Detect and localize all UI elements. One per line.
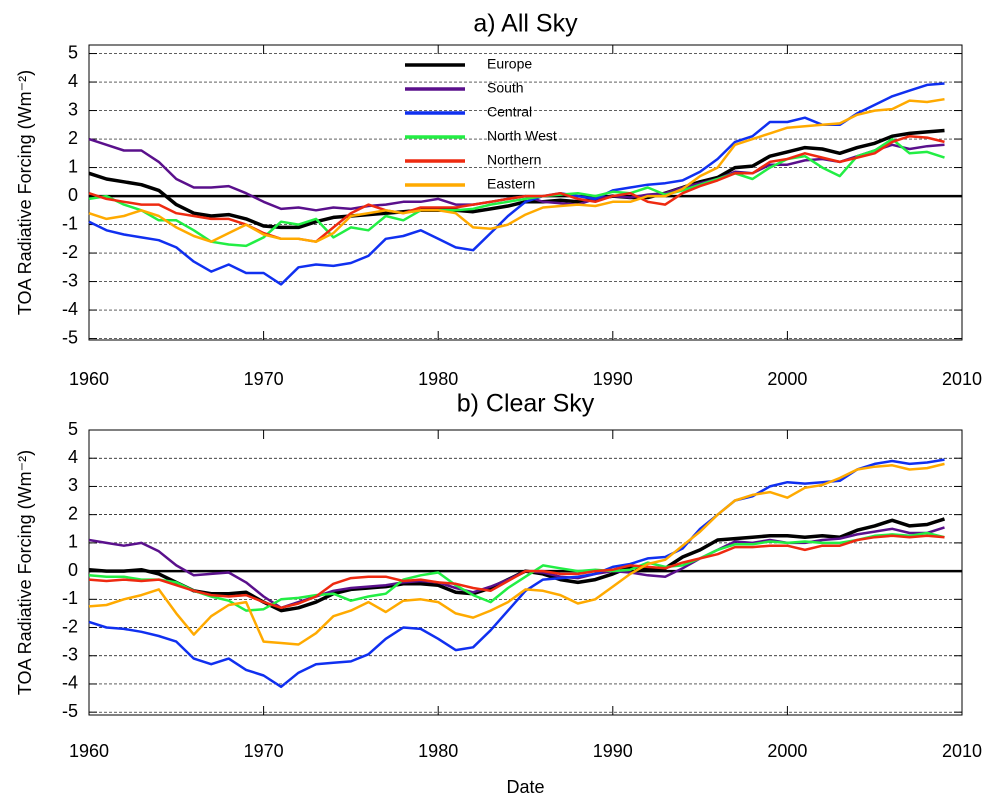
x-tick-label: 2000: [767, 741, 807, 761]
chart-title: a) All Sky: [473, 10, 578, 38]
y-tick-label: -4: [62, 299, 78, 319]
x-tick-label: 1990: [593, 369, 633, 389]
legend-label: North West: [487, 128, 557, 144]
y-tick-label: -3: [62, 270, 78, 290]
y-tick-label: -5: [62, 701, 78, 721]
y-tick-label: 4: [68, 71, 78, 91]
legend-label: South: [487, 80, 524, 96]
y-tick-label: 3: [68, 475, 78, 495]
x-tick-label: 1980: [418, 741, 458, 761]
series-line: [88, 128, 945, 230]
series-line: [88, 137, 945, 248]
y-tick-label: -5: [62, 327, 78, 347]
x-tick-label: 1960: [69, 741, 109, 761]
x-tick-label: 2010: [942, 741, 982, 761]
chart-title: b) Clear Sky: [457, 390, 595, 418]
y-tick-label: 5: [68, 42, 78, 62]
legend-label: Northern: [487, 152, 541, 168]
y-tick-label: 0: [68, 560, 78, 580]
legend-label: Central: [487, 104, 532, 120]
y-tick-label: -2: [62, 616, 78, 636]
legend-label: Eastern: [487, 176, 535, 192]
y-tick-label: 4: [68, 447, 78, 467]
y-tick-label: -3: [62, 644, 78, 664]
x-tick-label: 2000: [767, 369, 807, 389]
plot-frame: [88, 44, 963, 341]
y-tick-label: 0: [68, 185, 78, 205]
y-axis-label: TOA Radiative Forcing (Wm⁻²): [15, 70, 35, 315]
y-tick-label: 1: [68, 156, 78, 176]
x-tick-label: 1970: [244, 741, 284, 761]
series-line: [88, 531, 945, 612]
series-line: [88, 534, 945, 610]
x-tick-label: 1960: [69, 369, 109, 389]
y-axis-label: TOA Radiative Forcing (Wm⁻²): [15, 450, 35, 695]
x-tick-label: 1990: [593, 741, 633, 761]
series-line: [88, 458, 945, 689]
y-tick-label: -1: [62, 213, 78, 233]
series-line: [88, 134, 945, 243]
y-tick-label: 2: [68, 503, 78, 523]
series-line: [88, 82, 945, 286]
y-tick-label: 3: [68, 99, 78, 119]
x-tick-label: 1980: [418, 369, 458, 389]
y-tick-label: -1: [62, 588, 78, 608]
x-tick-label: 2010: [942, 369, 982, 389]
series-line: [88, 97, 945, 243]
legend-label: Europe: [487, 56, 532, 72]
y-tick-label: 1: [68, 532, 78, 552]
plot-frame: [88, 429, 963, 716]
y-tick-label: -4: [62, 673, 78, 693]
y-tick-label: -2: [62, 242, 78, 262]
x-axis-label: Date: [506, 777, 544, 797]
x-tick-label: 1970: [244, 369, 284, 389]
y-tick-label: 5: [68, 419, 78, 439]
y-tick-label: 2: [68, 128, 78, 148]
series-line: [88, 462, 945, 646]
